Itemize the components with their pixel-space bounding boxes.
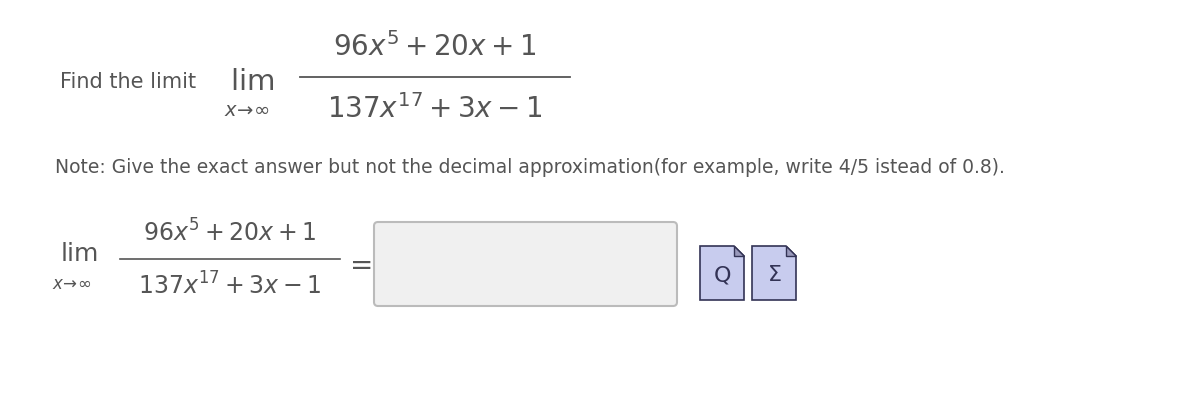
Polygon shape — [734, 246, 744, 256]
Text: Find the limit: Find the limit — [60, 72, 196, 92]
Text: $\lim$: $\lim$ — [230, 68, 274, 96]
Text: $x\!\to\!\infty$: $x\!\to\!\infty$ — [51, 275, 91, 293]
FancyBboxPatch shape — [374, 222, 677, 306]
Text: $\lim$: $\lim$ — [60, 242, 98, 266]
Text: $137x^{17} + 3x - 1$: $137x^{17} + 3x - 1$ — [138, 272, 322, 300]
Text: Note: Give the exact answer but not the decimal approximation(for example, write: Note: Give the exact answer but not the … — [55, 157, 1005, 176]
Polygon shape — [786, 246, 797, 256]
Text: $=$: $=$ — [344, 250, 372, 278]
Text: $\Sigma$: $\Sigma$ — [767, 265, 781, 285]
Text: $96x^5 + 20x + 1$: $96x^5 + 20x + 1$ — [144, 220, 317, 247]
Polygon shape — [752, 246, 797, 300]
Polygon shape — [700, 246, 744, 300]
Text: $\mathsf{Q}$: $\mathsf{Q}$ — [713, 264, 731, 286]
Text: $96x^5 + 20x + 1$: $96x^5 + 20x + 1$ — [334, 32, 537, 62]
Text: $137x^{17} + 3x - 1$: $137x^{17} + 3x - 1$ — [328, 94, 543, 124]
Text: $x\!\to\!\infty$: $x\!\to\!\infty$ — [224, 101, 270, 119]
